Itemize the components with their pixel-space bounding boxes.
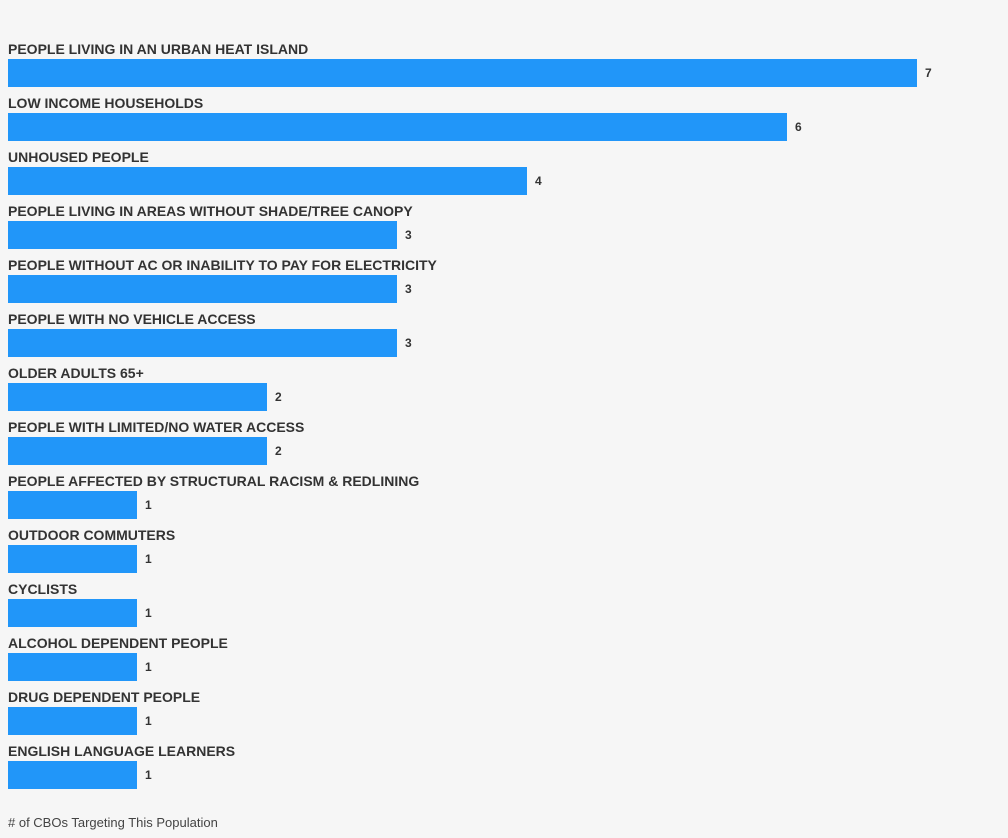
bar [8,599,137,627]
category-label: OUTDOOR COMMUTERS [8,527,175,543]
value-label: 1 [145,660,152,674]
value-label: 1 [145,552,152,566]
value-label: 1 [145,714,152,728]
category-label: LOW INCOME HOUSEHOLDS [8,95,203,111]
bar-row: PEOPLE WITH NO VEHICLE ACCESS 3 [8,311,412,357]
bar-row: DRUG DEPENDENT PEOPLE 1 [8,689,200,735]
category-label: PEOPLE LIVING IN AN URBAN HEAT ISLAND [8,41,308,57]
bar [8,59,917,87]
category-label: ALCOHOL DEPENDENT PEOPLE [8,635,228,651]
bar [8,383,267,411]
bar [8,275,397,303]
value-label: 6 [795,120,802,134]
category-label: PEOPLE LIVING IN AREAS WITHOUT SHADE/TRE… [8,203,413,219]
bar-row: PEOPLE LIVING IN AN URBAN HEAT ISLAND 7 [8,41,932,87]
bar [8,761,137,789]
value-label: 3 [405,336,412,350]
bar-row: PEOPLE WITHOUT AC OR INABILITY TO PAY FO… [8,257,438,303]
category-label: PEOPLE WITHOUT AC OR INABILITY TO PAY FO… [8,257,438,273]
bar [8,437,267,465]
value-label: 2 [275,390,282,404]
value-label: 4 [535,174,542,188]
bar [8,707,137,735]
value-label: 1 [145,606,152,620]
value-label: 1 [145,498,152,512]
value-label: 2 [275,444,282,458]
bar-row: PEOPLE WITH LIMITED/NO WATER ACCESS 2 [8,419,304,465]
bar [8,221,397,249]
bar-row: UNHOUSED PEOPLE 4 [8,149,542,195]
x-axis-label: # of CBOs Targeting This Population [8,815,218,830]
bar [8,113,787,141]
bar-row: PEOPLE LIVING IN AREAS WITHOUT SHADE/TRE… [8,203,413,249]
category-label: ENGLISH LANGUAGE LEARNERS [8,743,235,759]
bar-row: LOW INCOME HOUSEHOLDS 6 [8,95,802,141]
bar-row: OUTDOOR COMMUTERS 1 [8,527,175,573]
bar [8,491,137,519]
bar-row: CYCLISTS 1 [8,581,152,627]
category-label: DRUG DEPENDENT PEOPLE [8,689,200,705]
bar-row: PEOPLE AFFECTED BY STRUCTURAL RACISM & R… [8,473,419,519]
value-label: 3 [405,228,412,242]
value-label: 3 [405,282,412,296]
category-label: PEOPLE AFFECTED BY STRUCTURAL RACISM & R… [8,473,419,489]
bar [8,329,397,357]
bar-row: ALCOHOL DEPENDENT PEOPLE 1 [8,635,228,681]
bar [8,167,527,195]
bar-row: OLDER ADULTS 65+ 2 [8,365,282,411]
category-label: OLDER ADULTS 65+ [8,365,144,381]
value-label: 1 [145,768,152,782]
value-label: 7 [925,66,932,80]
category-label: PEOPLE WITH NO VEHICLE ACCESS [8,311,256,327]
bar [8,653,137,681]
category-label: UNHOUSED PEOPLE [8,149,149,165]
category-label: CYCLISTS [8,581,77,597]
bar [8,545,137,573]
category-label: PEOPLE WITH LIMITED/NO WATER ACCESS [8,419,304,435]
bar-row: ENGLISH LANGUAGE LEARNERS 1 [8,743,235,789]
